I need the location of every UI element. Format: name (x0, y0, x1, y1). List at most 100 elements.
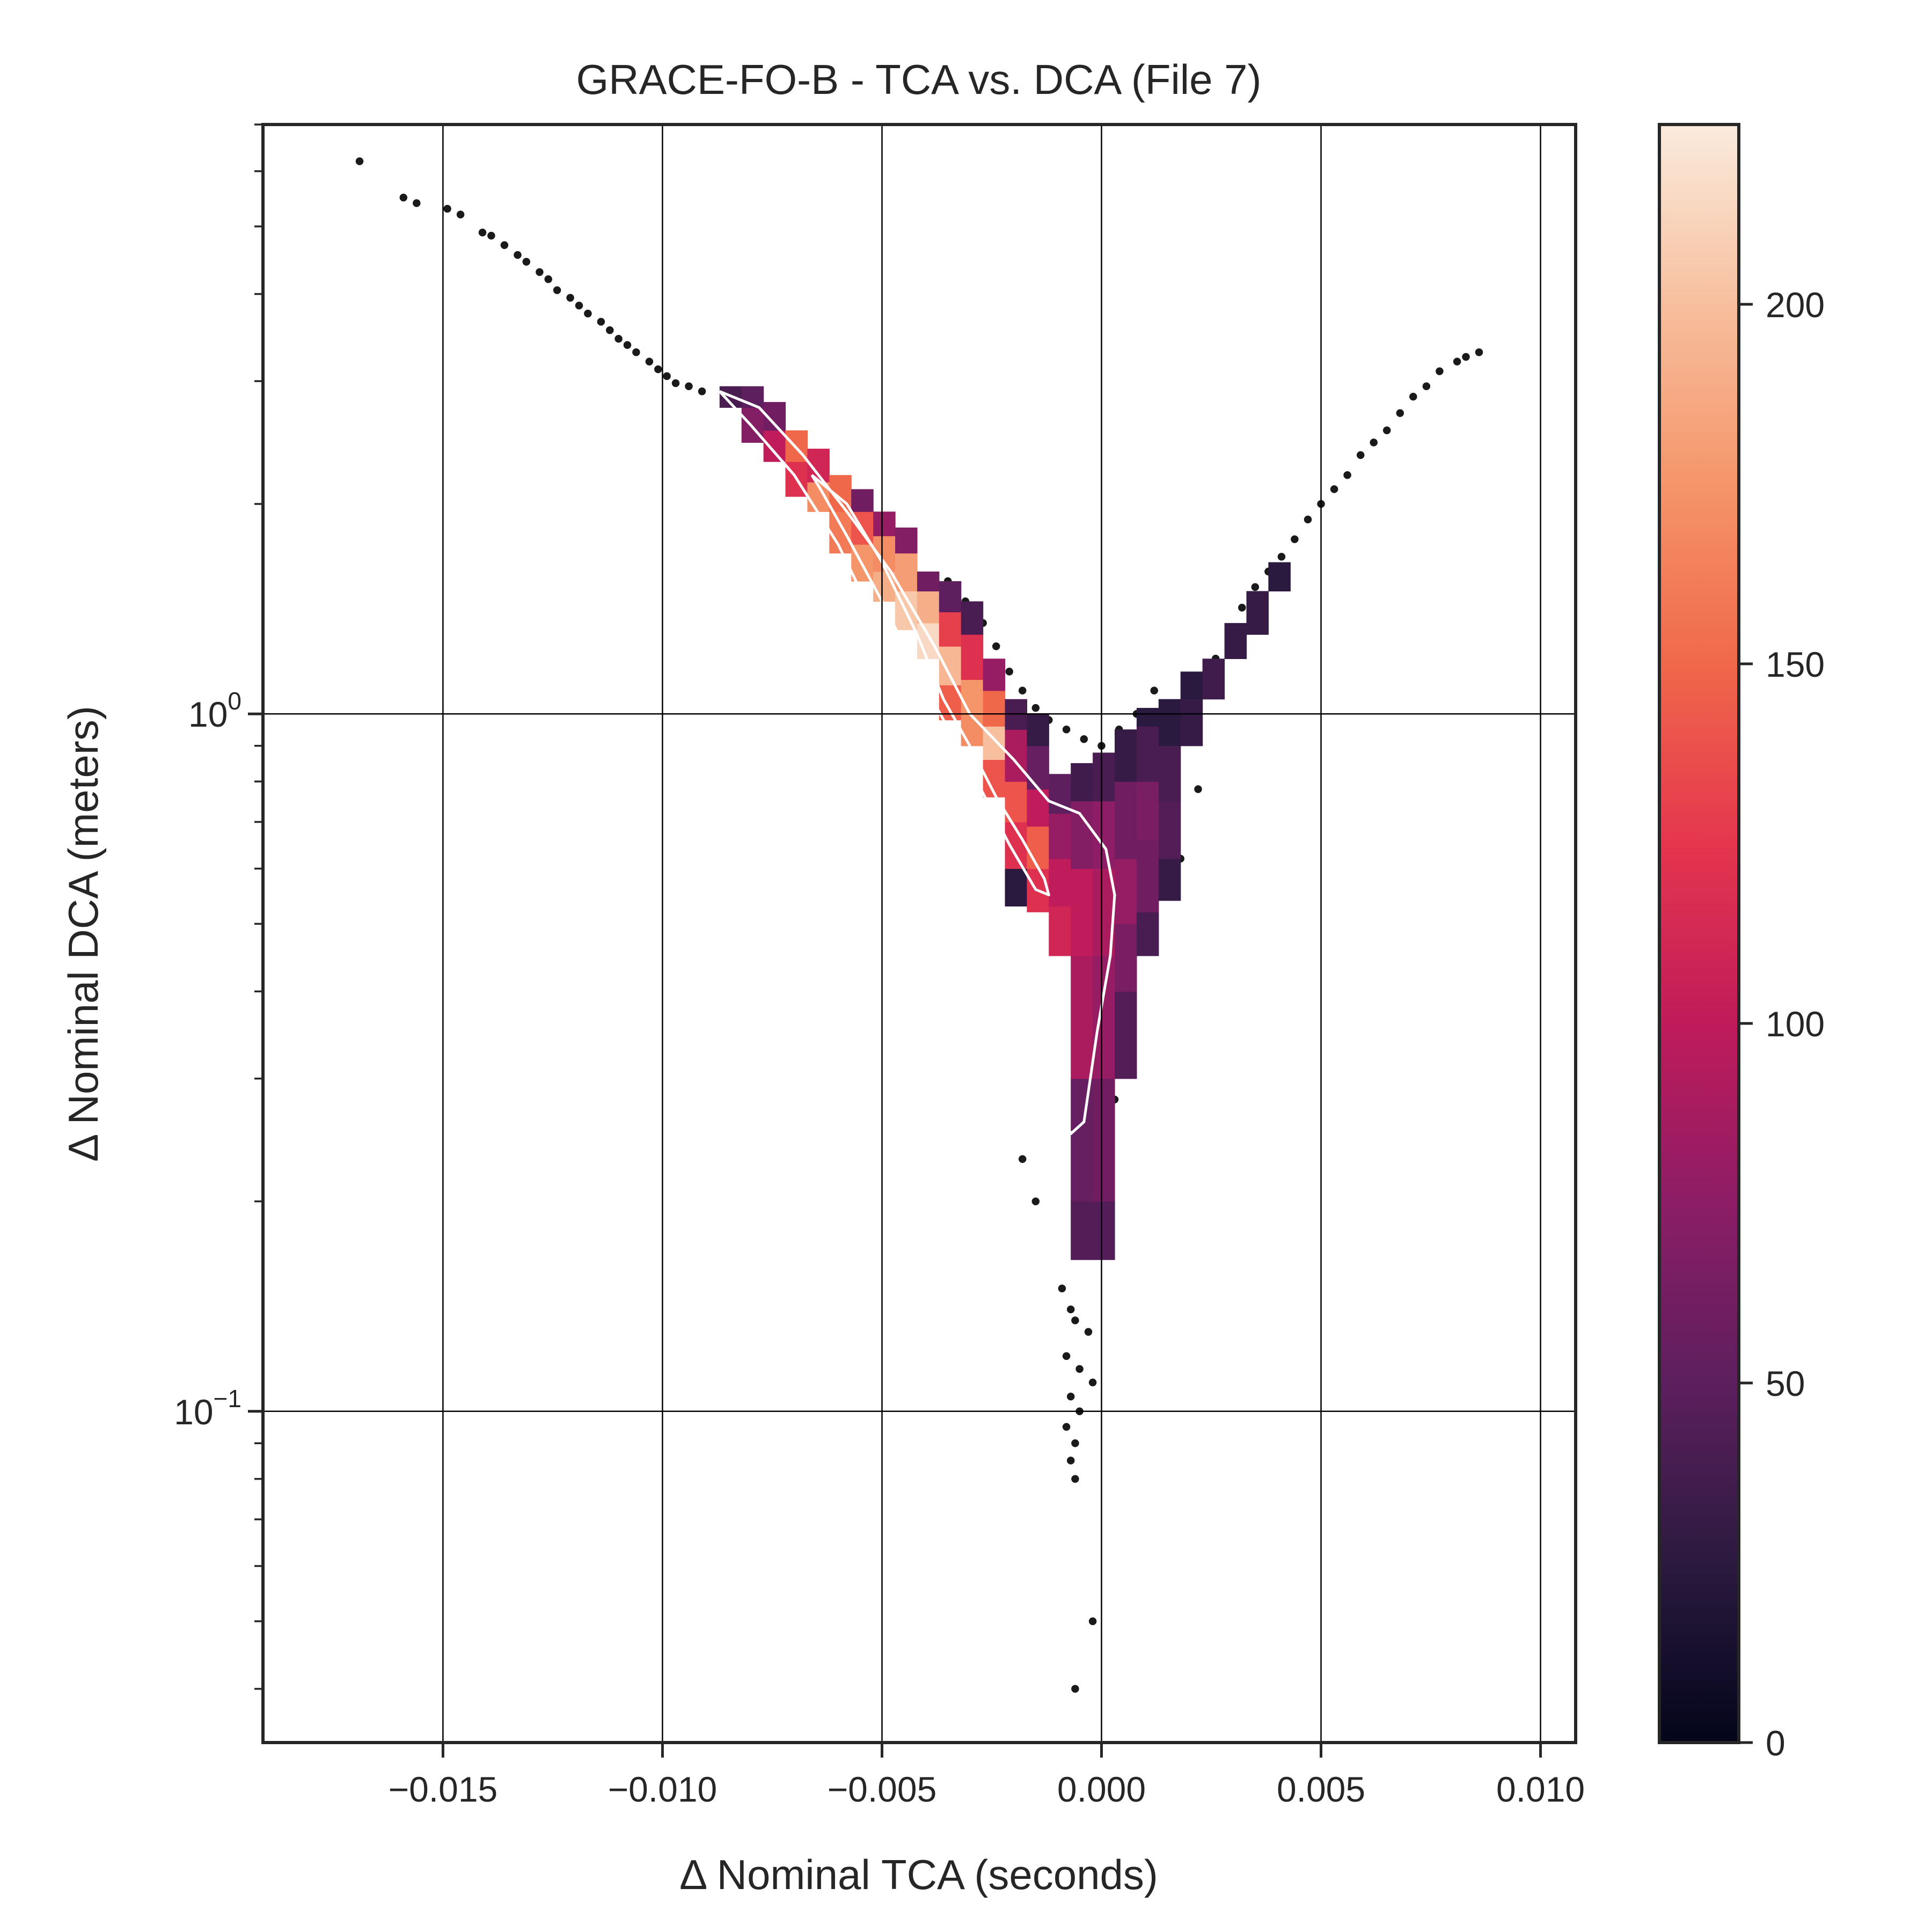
heatmap-cell (1027, 789, 1049, 827)
heatmap-cell (1093, 752, 1115, 802)
colorbar-tick-label: 0 (1766, 1723, 1785, 1763)
plot-frame (261, 123, 1577, 1744)
x-tick-label: 0.000 (1057, 1769, 1146, 1809)
scatter-point (1303, 515, 1313, 524)
contour-layer (718, 390, 1116, 1136)
scatter-point (500, 240, 509, 250)
scatter-point (1193, 784, 1203, 794)
x-tick-label: 0.010 (1496, 1769, 1585, 1809)
scatter-point (1031, 703, 1041, 713)
scatter-point (1004, 667, 1014, 677)
heatmap-cell (961, 714, 984, 747)
scatter-point (662, 371, 672, 381)
heatmap-cell (763, 430, 786, 462)
heatmap-cell (939, 581, 962, 612)
scatter-point (1088, 1616, 1097, 1626)
scatter-point (522, 257, 531, 267)
heatmap-cell (1136, 781, 1159, 840)
scatter-point (1066, 1392, 1075, 1401)
heatmap-cell (1115, 781, 1137, 859)
scatter-point (1435, 366, 1445, 376)
scatter-point (1461, 352, 1471, 362)
scatter-point (1062, 724, 1071, 734)
heatmap-cell (1268, 562, 1291, 591)
scatter-point (1329, 484, 1339, 494)
scatter-point (1070, 1315, 1080, 1326)
scatter-point (1290, 535, 1300, 544)
scatter-point (1057, 1284, 1067, 1293)
scatter-point (1079, 734, 1089, 744)
scatter-point (1342, 470, 1352, 480)
heatmap-cell (1071, 763, 1093, 802)
heatmap-cell (1180, 699, 1203, 747)
heatmap-cell (1027, 714, 1049, 747)
plot-area (263, 125, 1576, 1743)
scatter-point (442, 204, 452, 214)
scatter-point (456, 210, 465, 219)
scatter-point (1074, 1364, 1085, 1374)
scatter-point (583, 309, 593, 319)
colorbar-tick-label: 150 (1766, 645, 1825, 684)
scatter-point (1066, 1305, 1075, 1314)
heatmap-cell (1202, 658, 1225, 700)
scatter-point (684, 381, 694, 391)
scatter-point (1368, 437, 1379, 448)
x-tick-label: −0.010 (608, 1769, 718, 1809)
scatter-point (486, 231, 496, 240)
heatmap-cell (961, 601, 984, 635)
heatmap-cell (961, 634, 984, 680)
heatmap-cell (1027, 826, 1049, 869)
colorbar-frame (1658, 123, 1740, 1744)
scatter-point (1084, 1327, 1093, 1337)
scatter-point (1395, 408, 1405, 418)
heatmap-cell (1115, 729, 1137, 782)
x-tick-label: −0.015 (389, 1769, 498, 1809)
heatmap-cell (895, 528, 918, 554)
heatmap-cell (1093, 1078, 1115, 1202)
heatmap-cell (1005, 868, 1027, 907)
heatmap-cell (1093, 955, 1115, 1079)
scatter-point (1062, 1351, 1071, 1361)
scatter-point (1149, 686, 1159, 696)
scatter-point (513, 250, 523, 260)
heatmap-cell (983, 658, 1006, 691)
scatter-point (596, 317, 606, 327)
heatmap-cell (1049, 906, 1071, 956)
scatter-point (671, 378, 680, 388)
scatter-point (1237, 603, 1247, 613)
heatmap-cell (917, 591, 940, 624)
scatter-point (1062, 1422, 1071, 1432)
heatmap-cell (1158, 859, 1181, 901)
heatmap-cell (1027, 745, 1049, 790)
heatmap-cell (1115, 924, 1137, 992)
colorbar-tick-label: 100 (1766, 1004, 1825, 1044)
heatmap-cell (873, 511, 896, 537)
scatter-point (613, 334, 624, 344)
heatmap-cell (1093, 1201, 1115, 1260)
scatter-point (1277, 552, 1286, 562)
heatmap-cell (1158, 801, 1181, 859)
heatmap-cell (1158, 699, 1181, 747)
colorbar: 0 50 100 150 200 (1658, 123, 1825, 1763)
scatter-point (1018, 1154, 1027, 1164)
y-tick-label: 100 (188, 687, 241, 734)
scatter-point (697, 386, 707, 397)
colorbar-tick-label: 200 (1766, 285, 1825, 325)
scatter-point (1088, 1378, 1097, 1387)
scatter-point (653, 364, 663, 374)
scatter-point (1031, 1196, 1041, 1206)
colorbar-tick-label: 50 (1766, 1364, 1805, 1403)
scatter-point (623, 340, 632, 350)
x-axis: −0.015 −0.010 −0.005 0.000 0.005 0.010 (389, 1743, 1585, 1809)
heatmap-cell (1136, 839, 1159, 912)
heatmap-cell (939, 612, 962, 647)
scatter-point (645, 357, 654, 367)
heatmap-cell (1071, 1201, 1093, 1260)
heatmap-cell (1071, 955, 1093, 1079)
heatmap-cell (1224, 623, 1247, 659)
scatter-point (1408, 392, 1418, 401)
heatmap-cell (939, 646, 962, 685)
scatter-point (605, 325, 615, 335)
